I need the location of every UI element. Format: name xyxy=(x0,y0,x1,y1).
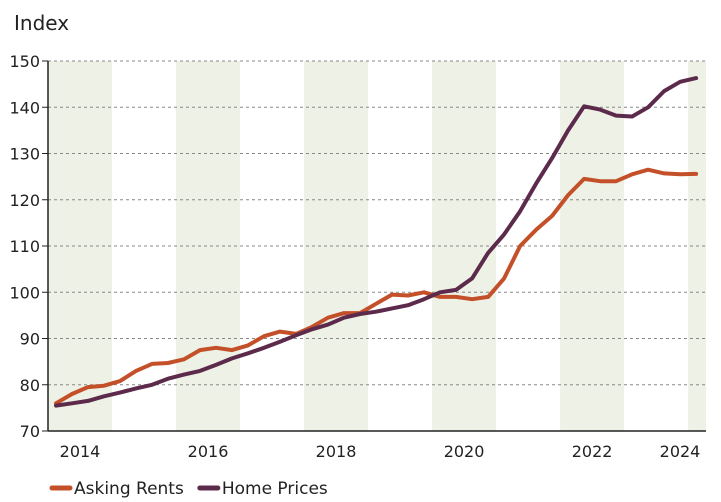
y-tick-label: 70 xyxy=(20,422,40,441)
x-tick-label: 2022 xyxy=(572,442,613,461)
y-tick-label: 140 xyxy=(9,98,40,117)
series-line xyxy=(54,167,699,406)
x-tick-label: 2018 xyxy=(316,442,357,461)
y-tick-label: 150 xyxy=(9,52,40,71)
y-tick-label: 130 xyxy=(9,145,40,164)
x-tick-label: 2014 xyxy=(60,442,101,461)
y-tick-label: 110 xyxy=(9,237,40,256)
legend-label: Home Prices xyxy=(222,479,328,498)
x-tick-label: 2020 xyxy=(444,442,485,461)
y-tick-label: 80 xyxy=(20,376,40,395)
y-tick-label: 90 xyxy=(20,330,40,349)
y-tick-label: 120 xyxy=(9,191,40,210)
x-tick-label: 2016 xyxy=(188,442,229,461)
series-line xyxy=(54,76,699,408)
legend-label: Asking Rents xyxy=(74,479,184,498)
y-axis-label: Index xyxy=(14,11,69,35)
y-tick-label: 100 xyxy=(9,283,40,302)
x-tick-label: 2024 xyxy=(660,442,701,461)
